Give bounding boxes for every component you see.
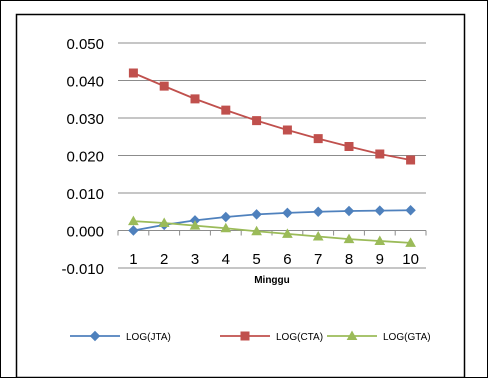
data-point [128,225,139,236]
data-point [220,222,232,233]
x-tick-label: 7 [314,251,322,268]
x-tick-label: 10 [402,251,419,268]
data-point [313,134,323,144]
x-tick-label: 1 [129,251,137,268]
data-point [282,228,293,238]
data-point [221,105,231,115]
series-2 [128,68,416,165]
data-point [252,116,262,126]
x-tick-label: 4 [222,251,230,268]
data-point [312,230,324,241]
legend-label: LOG(CTA) [276,332,323,343]
series-line [133,72,411,161]
axes: -0.010 0.000 0.010 0.020 0.030 0.040 0.050 1 2 3 4… [61,36,427,286]
data-point [128,68,138,78]
legend-label: LOG(GTA) [383,332,431,343]
legend-entry-3: LOG(GTA) [327,330,431,343]
data-point [343,233,355,244]
data-point [374,235,386,245]
data-point [190,94,200,104]
legend-label: LOG(JTA) [126,332,171,343]
legend-marker [240,331,250,341]
y-tick-label: 0.020 [66,149,104,166]
data-point [159,81,169,91]
y-tick-label: 0.000 [66,224,104,241]
data-point [343,205,355,217]
legend-entry-1: LOG(JTA) [70,330,171,343]
x-tick-label: 9 [376,251,384,268]
x-tick-label: 2 [160,251,168,268]
x-tick-label: 6 [283,251,291,268]
series-3 [128,215,416,247]
legend: LOG(JTA) LOG(CTA) LOG(GTA) [70,330,431,343]
gridlines [118,42,426,269]
y-tick-label: 0.040 [66,74,104,91]
x-tick-label: 8 [345,251,353,268]
legend-marker [89,330,101,342]
series-line [133,209,411,232]
data-point [374,205,386,216]
chart-area-border [15,13,466,379]
data-point [282,207,293,219]
data-point [406,155,416,165]
x-tick-label: 5 [252,251,260,268]
x-axis-title: Minggu [254,275,290,286]
y-tick-label: 0.050 [66,36,104,53]
data-point [405,237,416,247]
data-point [344,142,354,151]
data-point [312,206,324,217]
series-group [128,68,416,247]
x-tick-label: 3 [191,251,199,268]
y-tick-label: 0.030 [66,111,104,128]
data-point [220,211,232,223]
data-point [128,215,139,226]
data-point [375,149,385,159]
legend-marker [346,330,358,340]
data-point [282,125,292,135]
data-point [251,225,262,236]
y-tick-label: -0.010 [61,261,104,278]
data-point [405,205,416,216]
data-point [251,209,262,220]
data-point [189,220,201,230]
series-line [133,220,411,244]
legend-entry-2: LOG(CTA) [220,331,323,343]
data-point [158,217,170,227]
y-tick-label: 0.010 [66,186,104,203]
